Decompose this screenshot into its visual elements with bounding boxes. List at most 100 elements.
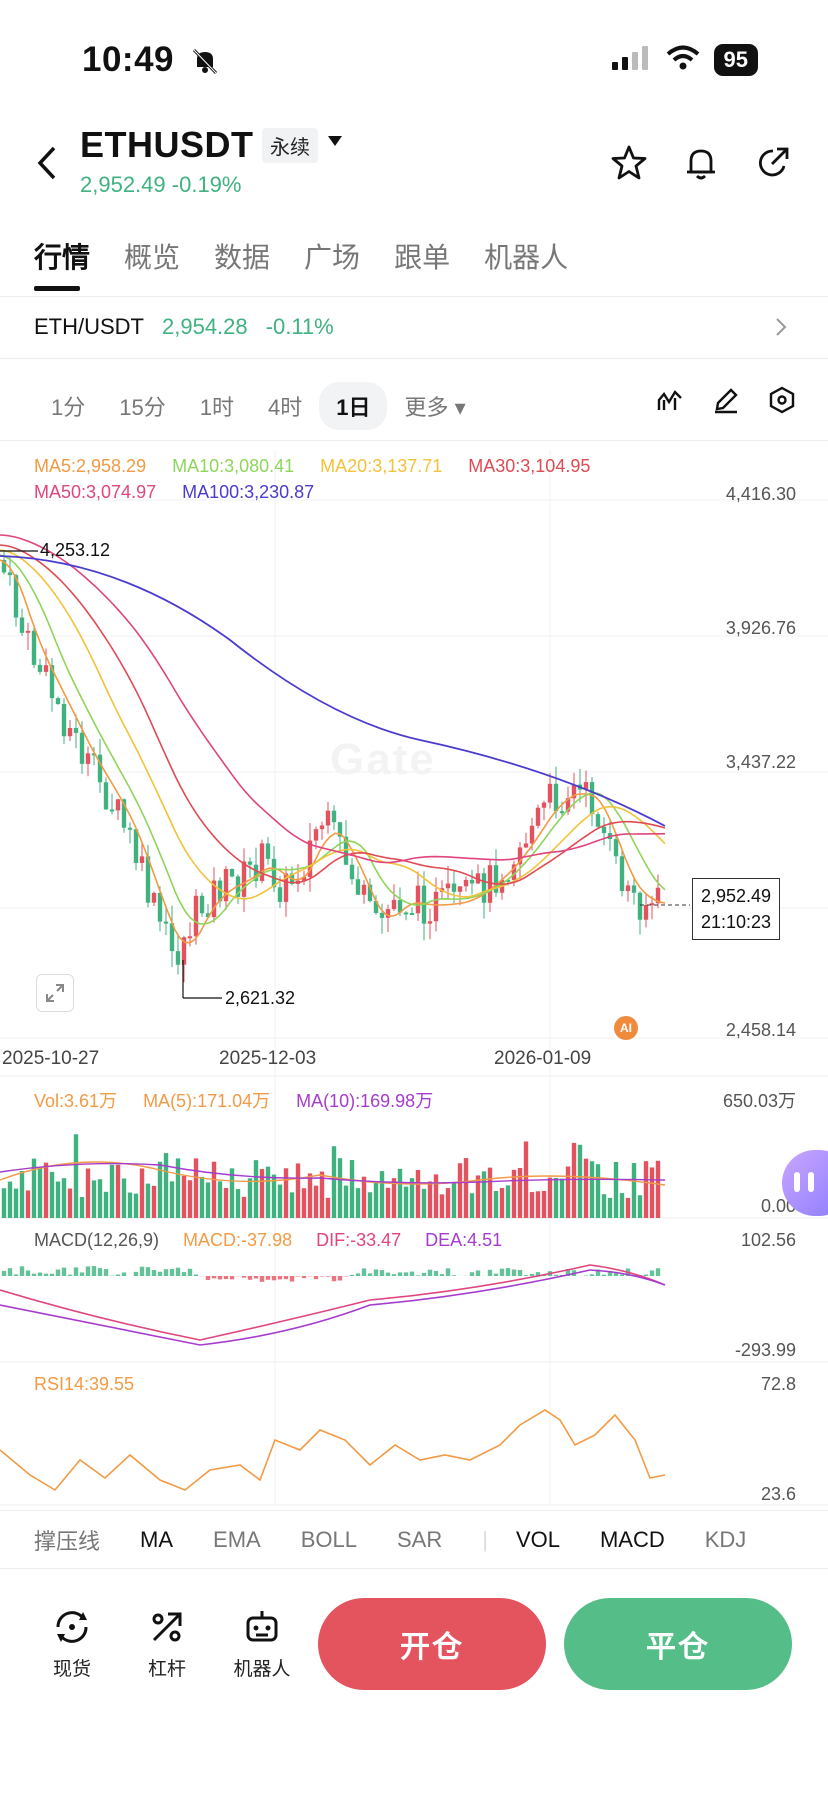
candle-body bbox=[13, 575, 19, 618]
candle-body bbox=[397, 899, 403, 913]
volume-bar bbox=[175, 1158, 181, 1218]
pencil-icon[interactable] bbox=[712, 386, 740, 419]
fullscreen-icon[interactable] bbox=[36, 974, 74, 1012]
candlestick-chart[interactable] bbox=[0, 440, 828, 1510]
share-icon[interactable] bbox=[754, 144, 792, 187]
macd-histogram-bar bbox=[565, 1269, 571, 1276]
volume-bar bbox=[49, 1171, 55, 1218]
volume-bar bbox=[397, 1168, 403, 1218]
candle-countdown: 21:10:23 bbox=[701, 912, 772, 932]
indicator-separator: | bbox=[482, 1527, 488, 1552]
candle-body bbox=[43, 665, 49, 672]
spot-pair: ETH/USDT bbox=[34, 314, 144, 339]
timeframe-1h[interactable]: 1时 bbox=[199, 395, 234, 420]
indicator-kdj[interactable]: KDJ bbox=[704, 1527, 747, 1552]
timeframe-4h[interactable]: 4时 bbox=[267, 395, 303, 420]
macd-histogram-bar bbox=[415, 1275, 421, 1276]
indicator-ma[interactable]: MA bbox=[140, 1527, 174, 1552]
volume-bar bbox=[289, 1192, 295, 1218]
macd-histogram-bar bbox=[523, 1275, 529, 1276]
indicator-ema[interactable]: EMA bbox=[213, 1527, 261, 1552]
volume-bar bbox=[619, 1193, 625, 1218]
close-position-button[interactable]: 平仓 bbox=[564, 1598, 792, 1690]
macd-histogram-bar bbox=[589, 1274, 595, 1276]
macd-dea-line bbox=[0, 1269, 666, 1346]
candle-body bbox=[535, 807, 541, 826]
macd-histogram-bar bbox=[469, 1272, 475, 1276]
macd-histogram-bar bbox=[169, 1268, 175, 1276]
macd-histogram-bar bbox=[37, 1272, 43, 1276]
indicator-sar[interactable]: SAR bbox=[396, 1527, 443, 1552]
back-icon[interactable] bbox=[30, 140, 66, 186]
chat-assistant-button[interactable] bbox=[782, 1150, 828, 1216]
leverage-icon bbox=[127, 1606, 207, 1648]
tab-market[interactable]: 行情 bbox=[34, 236, 90, 291]
volume-bar bbox=[349, 1160, 355, 1218]
volume-bar bbox=[355, 1188, 361, 1218]
timeframe-more[interactable]: 更多 ▾ bbox=[404, 395, 466, 420]
indicator-icon[interactable] bbox=[656, 386, 684, 419]
tab-copy-trade[interactable]: 跟单 bbox=[394, 242, 451, 273]
pair-title[interactable]: ETHUSDT bbox=[80, 124, 254, 165]
macd-histogram-bar bbox=[643, 1274, 649, 1276]
macd-legend: MACD(12,26,9) MACD:-37.98 DIF:-33.47 DEA… bbox=[34, 1230, 502, 1251]
candle-body bbox=[361, 884, 367, 895]
tab-square[interactable]: 广场 bbox=[304, 242, 361, 273]
volume-bar bbox=[427, 1181, 433, 1218]
indicator-support-resistance[interactable]: 撑压线 bbox=[34, 1529, 101, 1554]
candle-body bbox=[613, 839, 619, 857]
bell-icon[interactable] bbox=[682, 144, 720, 187]
timeframe-15m[interactable]: 15分 bbox=[119, 395, 166, 420]
indicator-vol[interactable]: VOL bbox=[515, 1527, 560, 1552]
ai-badge[interactable]: AI bbox=[614, 1016, 638, 1040]
candle-body bbox=[265, 843, 271, 859]
candle-body bbox=[373, 901, 379, 914]
ma10-legend: MA10:3,080.41 bbox=[172, 456, 295, 476]
macd-histogram-bar bbox=[391, 1274, 397, 1276]
contract-tag[interactable]: 永续 bbox=[262, 128, 318, 163]
macd-histogram-bar bbox=[451, 1275, 457, 1276]
candle-body bbox=[55, 698, 61, 705]
volume-bar bbox=[31, 1158, 37, 1218]
tab-data[interactable]: 数据 bbox=[214, 242, 271, 273]
candle-body bbox=[553, 783, 559, 812]
candle-body bbox=[1, 560, 7, 573]
nav-spot[interactable]: 现货 bbox=[32, 1606, 112, 1681]
star-icon[interactable] bbox=[610, 144, 648, 187]
candle-body bbox=[433, 891, 439, 922]
candle-body bbox=[469, 879, 475, 884]
timeframe-1m[interactable]: 1分 bbox=[51, 395, 86, 420]
candle-body bbox=[115, 799, 121, 811]
tab-overview[interactable]: 概览 bbox=[124, 242, 181, 273]
macd-histogram-bar bbox=[475, 1270, 481, 1276]
tab-bot[interactable]: 机器人 bbox=[484, 242, 569, 273]
candle-body bbox=[205, 913, 211, 918]
timeframe-1d[interactable]: 1日 bbox=[319, 382, 388, 430]
indicator-macd[interactable]: MACD bbox=[599, 1527, 665, 1552]
volume-bar bbox=[241, 1196, 247, 1218]
ma5-legend: MA5:2,958.29 bbox=[34, 456, 147, 476]
candle-body bbox=[73, 728, 79, 733]
candle-body bbox=[181, 937, 187, 965]
macd-histogram-bar bbox=[271, 1276, 277, 1281]
volume-bar bbox=[331, 1146, 337, 1218]
nav-bot[interactable]: 机器人 bbox=[222, 1606, 302, 1681]
chevron-down-icon[interactable] bbox=[326, 134, 344, 153]
volume-legend: Vol:3.61万 MA(5):171.04万 MA(10):169.98万 bbox=[34, 1087, 433, 1113]
macd-histogram-bar bbox=[505, 1268, 511, 1276]
volume-bar bbox=[535, 1191, 541, 1218]
macd-histogram-bar bbox=[445, 1268, 451, 1276]
open-position-button[interactable]: 开仓 bbox=[318, 1598, 546, 1690]
candle-body bbox=[403, 912, 409, 915]
candle-body bbox=[505, 879, 511, 882]
volume-bar bbox=[79, 1197, 85, 1218]
spot-change: -0.11% bbox=[265, 314, 334, 339]
indicator-boll[interactable]: BOLL bbox=[300, 1527, 357, 1552]
candle-body bbox=[145, 856, 151, 903]
chevron-right-icon[interactable] bbox=[774, 316, 788, 345]
volume-ma5: MA(5):171.04万 bbox=[143, 1091, 271, 1111]
hexagon-settings-icon[interactable] bbox=[768, 386, 796, 419]
spot-pair-row[interactable]: ETH/USDT 2,954.28 -0.11% bbox=[34, 314, 334, 340]
nav-leverage[interactable]: 杠杆 bbox=[127, 1606, 207, 1681]
volume-bar bbox=[415, 1169, 421, 1218]
